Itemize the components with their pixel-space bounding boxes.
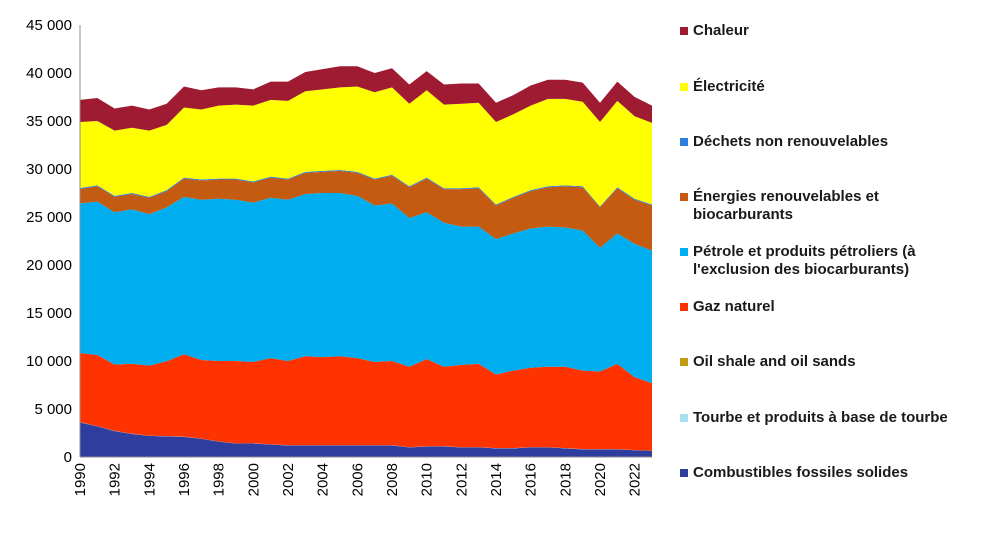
x-tick-label: 1994 xyxy=(141,463,158,496)
x-tick-label: 1992 xyxy=(107,463,124,496)
y-tick-label: 45 000 xyxy=(26,17,72,34)
x-tick-label: 2014 xyxy=(488,463,505,496)
legend-item: Électricité xyxy=(680,78,978,96)
area-series-group xyxy=(80,66,652,457)
area-series-8 xyxy=(80,66,652,131)
x-tick-label: 2012 xyxy=(453,463,470,496)
legend-label: Combustibles fossiles solides xyxy=(693,464,909,481)
legend-item: Gaz naturel xyxy=(680,298,978,316)
y-tick-label: 5 000 xyxy=(34,401,72,418)
legend-item: Déchets non renouvelables xyxy=(680,133,978,151)
legend-label: Oil shale and oil sands xyxy=(693,353,856,370)
x-tick-label: 2018 xyxy=(557,463,574,496)
x-tick-label: 2000 xyxy=(245,463,262,496)
x-tick-label: 2020 xyxy=(592,463,609,496)
legend-swatch xyxy=(680,248,688,256)
y-tick-label: 0 xyxy=(64,449,72,466)
axes-group xyxy=(79,25,652,458)
legend-swatch xyxy=(680,193,688,201)
legend-item: Oil shale and oil sands xyxy=(680,353,978,371)
x-tick-label: 2008 xyxy=(384,463,401,496)
legend-swatch xyxy=(680,27,688,35)
area-series-6 xyxy=(80,169,652,208)
legend-item: Chaleur xyxy=(680,22,978,40)
legend-label: Pétrole et produits pétroliers (à l'excl… xyxy=(693,243,916,278)
x-tick-label: 2016 xyxy=(523,463,540,496)
x-tick-label: 1996 xyxy=(176,463,193,496)
legend-label: Gaz naturel xyxy=(693,298,775,315)
legend: Chaleur Électricité Déchets non renouvelab… xyxy=(680,0,980,535)
legend-item: Énergies renouvelables et biocarburants xyxy=(680,188,978,224)
legend-swatch xyxy=(680,358,688,366)
y-tick-label: 25 000 xyxy=(26,209,72,226)
y-tick-label: 10 000 xyxy=(26,353,72,370)
x-tick-label: 1998 xyxy=(211,463,228,496)
legend-swatch xyxy=(680,469,688,477)
area-series-3 xyxy=(80,353,652,451)
y-tick-label: 30 000 xyxy=(26,161,72,178)
legend-swatch xyxy=(680,83,688,91)
legend-swatch xyxy=(680,414,688,422)
x-tick-label: 1990 xyxy=(72,463,89,496)
y-tick-label: 15 000 xyxy=(26,305,72,322)
x-axis-tick-labels: 1990 1992 1994 1996 1998 2000 2002 2004 2006 2008… xyxy=(72,463,644,496)
legend-label: Chaleur xyxy=(693,22,749,39)
x-tick-label: 2006 xyxy=(349,463,366,496)
area-series-7 xyxy=(80,86,652,207)
legend-label: Énergies renouvelables et biocarburants xyxy=(693,188,879,223)
y-tick-label: 40 000 xyxy=(26,65,72,82)
legend-swatch xyxy=(680,138,688,146)
legend-label: Tourbe et produits à base de tourbe xyxy=(693,409,948,426)
x-tick-label: 2002 xyxy=(280,463,297,496)
legend-item: Combustibles fossiles solides xyxy=(680,464,978,482)
x-tick-label: 2022 xyxy=(627,463,644,496)
y-tick-label: 20 000 xyxy=(26,257,72,274)
x-tick-label: 2010 xyxy=(419,463,436,496)
legend-label: Déchets non renouvelables xyxy=(693,133,889,150)
legend-item: Pétrole et produits pétroliers (à l'excl… xyxy=(680,243,978,279)
legend-item: Tourbe et produits à base de tourbe xyxy=(680,409,978,427)
area-series-4 xyxy=(80,193,652,384)
area-series-5 xyxy=(80,170,652,251)
legend-label: Électricité xyxy=(693,78,765,95)
y-axis-tick-labels: 0 5 000 10 000 15 000 20 000 25 000 30 000 35 0… xyxy=(26,17,72,466)
legend-swatch xyxy=(680,303,688,311)
x-tick-label: 2004 xyxy=(315,463,332,496)
y-tick-label: 35 000 xyxy=(26,113,72,130)
